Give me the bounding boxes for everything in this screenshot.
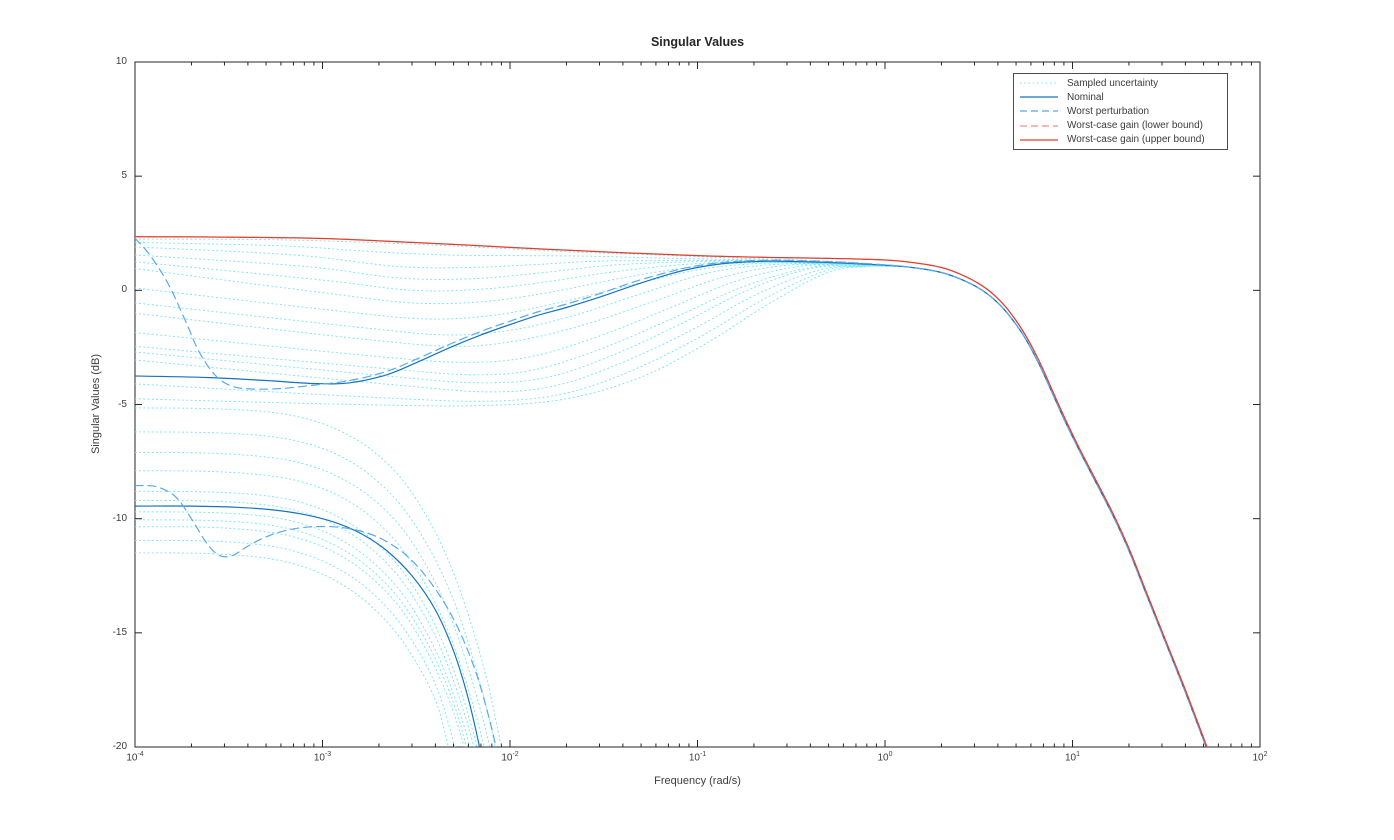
- y-tick-label: -15: [112, 626, 127, 638]
- series-sampled-uncertainty-curve-6: [135, 262, 1040, 364]
- series-sampled-uncertainty-curve-7: [135, 263, 1040, 364]
- series-sampled-uncertainty-curve-13: [135, 265, 1040, 402]
- x-tick-label: 102: [1252, 751, 1268, 764]
- series-sampled-uncertainty-curve-10: [135, 265, 1040, 376]
- x-tick-label: 101: [1064, 751, 1081, 764]
- legend-line-sample: [1020, 110, 1058, 113]
- series-sampled-uncertainty-curve-22: [135, 519, 467, 747]
- x-tick-label: 100: [877, 751, 893, 764]
- series-sampled-uncertainty-curve-4: [135, 261, 1040, 364]
- legend-line-sample: [1020, 82, 1058, 84]
- legend-entry-4: Worst-case gain (upper bound): [1014, 133, 1227, 146]
- series-sampled-uncertainty-curve-14: [135, 265, 1040, 407]
- series-worst-perturbation-curve-1: [135, 484, 497, 747]
- y-tick-label: -10: [112, 512, 127, 524]
- series-sampled-uncertainty-curve-23: [135, 526, 465, 747]
- legend-line-sample: [1020, 96, 1058, 98]
- y-tick-label: 0: [121, 284, 127, 296]
- series-sampled-uncertainty-curve-3: [135, 254, 1040, 364]
- series-sampled-uncertainty-curve-5: [135, 261, 1040, 364]
- series-sampled-uncertainty-curve-9: [135, 264, 1040, 364]
- series-nominal-curve-1: [135, 505, 481, 747]
- legend-entry-label: Sampled uncertainty: [1067, 77, 1159, 89]
- legend-entry-label: Worst-case gain (upper bound): [1067, 134, 1205, 146]
- legend-line-sample: [1020, 125, 1058, 127]
- series-sampled-uncertainty-curve-18: [135, 470, 485, 747]
- chart-title: Singular Values: [650, 35, 745, 49]
- x-tick-label: 10-2: [501, 751, 519, 764]
- series-sampled-uncertainty-curve-1: [135, 241, 1040, 364]
- y-tick-label: -5: [118, 398, 127, 410]
- legend-line-sample: [1020, 139, 1058, 141]
- x-axis-label: Frequency (rad/s): [654, 775, 741, 787]
- y-tick-label: 10: [115, 56, 127, 67]
- legend-entry-1: Nominal: [1014, 91, 1227, 104]
- x-tick-label: 10-3: [313, 751, 332, 764]
- x-tick-label: 10-1: [688, 751, 707, 764]
- series-wc-gain-upper-bound-curve-0: [135, 236, 1208, 747]
- legend-entry-label: Nominal: [1067, 91, 1104, 103]
- legend-entry-label: Worst perturbation: [1067, 105, 1150, 117]
- series-sampled-uncertainty-curve-15: [135, 407, 502, 747]
- series-sampled-uncertainty-curve-16: [135, 431, 496, 747]
- series-sampled-uncertainty-curve-8: [135, 263, 1040, 364]
- series-sampled-uncertainty-curve-25: [135, 552, 449, 747]
- series-sampled-uncertainty-curve-19: [135, 490, 478, 747]
- x-tick-label: 10-4: [126, 751, 144, 764]
- y-tick-label: -20: [112, 741, 127, 752]
- legend-box[interactable]: Sampled uncertainty Nominal Worst perturba…: [1013, 73, 1228, 150]
- axes-box: [134, 61, 1261, 748]
- legend-entry-3: Worst-case gain (lower bound): [1014, 119, 1227, 132]
- legend-entry-label: Worst-case gain (lower bound): [1067, 120, 1203, 132]
- series-sampled-uncertainty-curve-24: [135, 539, 456, 747]
- series-sampled-uncertainty-curve-20: [135, 499, 475, 747]
- series-worst-perturbation-curve-0: [135, 237, 1207, 747]
- legend-entry-0: Sampled uncertainty: [1014, 77, 1227, 90]
- series-sampled-uncertainty-curve-2: [135, 246, 1040, 364]
- y-tick-label: 5: [121, 170, 127, 182]
- series-wc-gain-lower-bound-curve-0: [135, 236, 1208, 747]
- series-sampled-uncertainty-curve-17: [135, 451, 491, 747]
- legend-entry-2: Worst perturbation: [1014, 105, 1227, 118]
